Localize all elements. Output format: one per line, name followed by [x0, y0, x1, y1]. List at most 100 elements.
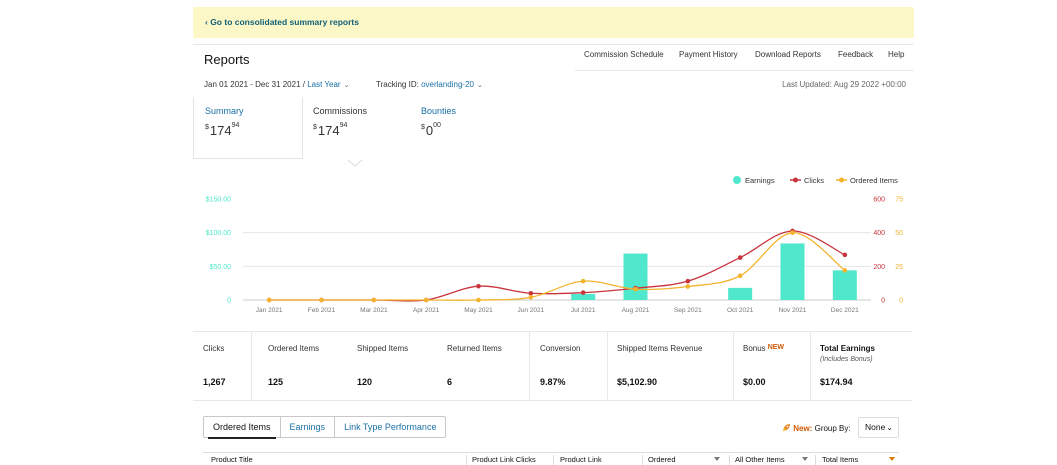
stat-shipped-revenue: Shipped Items Revenue $5,102.90 [617, 344, 703, 387]
ordered-items-point [423, 297, 429, 303]
earnings-chart: $150.00 600 75 $100.00 400 50 $50.00 200 25 0 0 0 Ja… [206, 197, 903, 315]
sort-icon[interactable] [714, 457, 720, 461]
last-updated: Last Updated: Aug 29 2022 +00:00 [782, 80, 906, 89]
stat-bonus: Bonus NEW $0.00 [743, 344, 785, 387]
nav-download-reports[interactable]: Download Reports [755, 50, 821, 59]
chevron-down-icon [347, 159, 363, 167]
active-tab-indicator [208, 437, 276, 439]
stat-total-earnings: Total Earnings (Includes Bonus) $174.94 [820, 344, 875, 387]
x-tick-label: Jun 2021 [517, 307, 544, 314]
th-divider [642, 455, 643, 465]
y-right2-tick-label: 25 [895, 264, 903, 271]
tab-label: Summary [205, 106, 244, 116]
line-dot-icon [790, 177, 801, 183]
nav-payment-history[interactable]: Payment History [679, 50, 738, 59]
stats-summary: Clicks 1,267 Ordered Items 125 Shipped Ite… [193, 331, 912, 401]
y-tick-label: $50.00 [210, 264, 232, 271]
x-tick-label: Sep 2021 [674, 307, 702, 314]
chevron-down-icon: ⌄ [343, 82, 350, 89]
th-total-items[interactable]: Total Items [822, 455, 859, 464]
sort-icon[interactable] [802, 457, 808, 461]
tab-commissions[interactable]: Commissions $17494 [302, 97, 412, 159]
x-tick-label: Nov 2021 [779, 307, 807, 314]
stat-returned-items: Returned Items 6 [447, 344, 502, 387]
th-product-link[interactable]: Product Link [560, 455, 602, 464]
th-divider [553, 455, 554, 465]
nav-feedback[interactable]: Feedback [838, 50, 874, 59]
nav-bottom-border [575, 70, 914, 71]
bounties-amount: $000 [421, 122, 441, 138]
stat-divider [251, 332, 252, 401]
clicks-point [476, 283, 481, 289]
date-range: Jan 01 2021 - Dec 31 2021 / [204, 80, 305, 89]
y-right-tick-label: 0 [881, 298, 885, 305]
tab-earnings[interactable]: Earnings [279, 417, 335, 437]
nav-help[interactable]: Help [888, 50, 905, 59]
group-by-select[interactable]: None ⌄ [858, 417, 899, 438]
stat-ordered-items: Ordered Items 125 [268, 344, 320, 387]
period-dropdown[interactable]: Last Year [307, 80, 341, 89]
chevron-down-icon: ⌄ [886, 423, 893, 432]
th-divider [815, 455, 816, 465]
th-product-link-clicks[interactable]: Product Link Clicks [472, 455, 536, 464]
tab-link-type-performance[interactable]: Link Type Performance [334, 417, 445, 437]
th-product-title[interactable]: Product Title [211, 455, 253, 464]
ordered-items-point [319, 297, 324, 303]
commissions-amount: $17494 [313, 122, 348, 138]
tab-bounties[interactable]: Bounties $000 [410, 97, 520, 159]
legend-earnings[interactable]: Earnings [733, 176, 775, 185]
date-filter[interactable]: Jan 01 2021 - Dec 31 2021 / Last Year ⌄ [204, 80, 349, 89]
summary-amount: $17494 [205, 122, 240, 138]
ordered-items-point [633, 286, 638, 292]
x-tick-label: Oct 2021 [727, 307, 754, 314]
x-tick-label: Apr 2021 [413, 307, 440, 314]
clicks-point [580, 290, 586, 295]
th-divider [729, 455, 730, 465]
stat-divider [810, 332, 811, 401]
legend-dot-icon [733, 176, 741, 184]
ordered-items-point [737, 273, 743, 279]
rocket-icon [782, 423, 791, 432]
th-all-other-items[interactable]: All Other Items [735, 455, 785, 464]
ordered-items-point [790, 230, 795, 235]
y-tick-label: 0 [227, 298, 231, 305]
x-tick-label: Feb 2021 [308, 307, 336, 314]
ordered-items-point [685, 284, 691, 289]
tab-label: Bounties [421, 106, 457, 116]
tracking-id-dropdown[interactable]: overlanding-20 [421, 80, 474, 89]
ordered-items-point [371, 297, 377, 303]
ordered-items-point [842, 268, 848, 273]
clicks-point [528, 290, 534, 296]
ordered-items-point [528, 295, 534, 300]
tab-summary[interactable]: Summary $17494 [193, 97, 303, 159]
y-right-tick-label: 200 [873, 264, 885, 271]
y-right2-tick-label: 75 [895, 197, 903, 204]
legend-clicks[interactable]: Clicks [790, 176, 824, 185]
y-tick-label: $150.00 [206, 197, 231, 204]
x-tick-label: Dec 2021 [831, 307, 859, 314]
tab-ordered-items[interactable]: Ordered Items [213, 422, 271, 432]
clicks-point [685, 278, 691, 284]
tracking-label: Tracking ID: [376, 80, 419, 89]
stat-divider [607, 332, 608, 401]
tab-label: Commissions [313, 106, 368, 116]
th-ordered[interactable]: Ordered [648, 455, 676, 464]
bar [571, 293, 596, 300]
tracking-filter[interactable]: Tracking ID: overlanding-20 ⌄ [376, 80, 483, 89]
stat-divider [733, 332, 734, 401]
consolidated-banner: ‹ Go to consolidated summary reports [193, 7, 914, 38]
page-title: Reports [204, 52, 250, 67]
bar [728, 287, 753, 300]
consolidated-summary-link[interactable]: ‹ Go to consolidated summary reports [205, 17, 359, 27]
x-tick-label: Mar 2021 [360, 307, 388, 314]
ordered-items-point [476, 297, 481, 303]
x-tick-label: May 2021 [464, 307, 493, 314]
y-right-tick-label: 400 [873, 230, 885, 237]
chevron-down-icon: ⌄ [477, 82, 483, 89]
y-right2-tick-label: 50 [895, 230, 903, 237]
clicks-point [842, 252, 848, 258]
legend-ordered-items[interactable]: Ordered Items [836, 176, 898, 185]
sort-icon[interactable] [889, 457, 895, 461]
nav-commission-schedule[interactable]: Commission Schedule [584, 50, 664, 59]
group-by: New: Group By: [782, 423, 851, 433]
